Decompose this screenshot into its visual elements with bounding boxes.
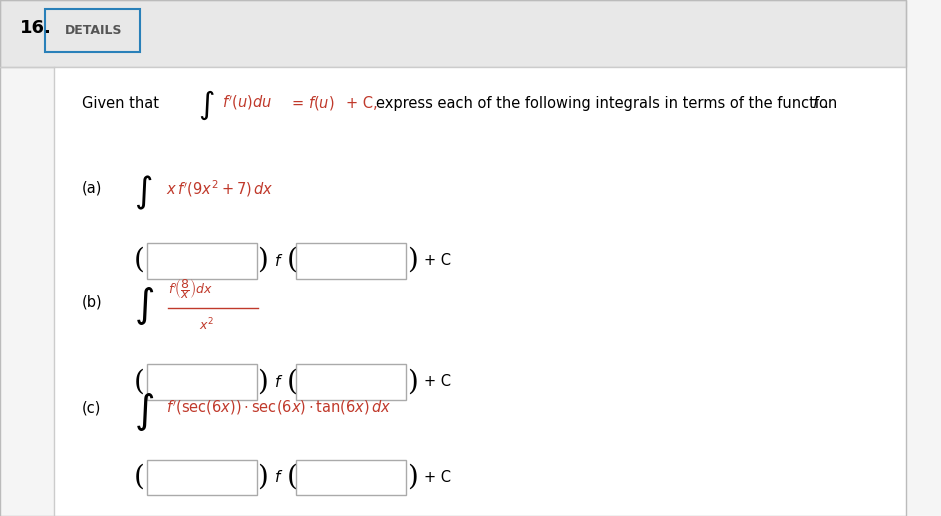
FancyBboxPatch shape xyxy=(296,460,407,495)
Text: + C: + C xyxy=(424,470,451,485)
Text: ): ) xyxy=(258,247,268,274)
Text: $\int$: $\int$ xyxy=(198,89,215,122)
Text: $x\,f'(9x^2 + 7)\,dx$: $x\,f'(9x^2 + 7)\,dx$ xyxy=(166,178,274,199)
Text: (b): (b) xyxy=(82,294,103,310)
Text: $f$: $f$ xyxy=(274,252,283,269)
Text: $\int$: $\int$ xyxy=(135,391,154,433)
Text: (: ( xyxy=(286,368,297,395)
Text: (: ( xyxy=(135,464,145,491)
FancyBboxPatch shape xyxy=(147,364,257,400)
Text: ): ) xyxy=(407,368,418,395)
Text: 16.: 16. xyxy=(20,20,52,37)
Text: .: . xyxy=(823,95,828,111)
Text: ): ) xyxy=(258,464,268,491)
FancyBboxPatch shape xyxy=(296,364,407,400)
Text: (c): (c) xyxy=(82,400,101,415)
Text: + C: + C xyxy=(424,374,451,390)
Text: $f'(\sec(6x)) \cdot \sec(6x) \cdot \tan(6x)\,dx$: $f'(\sec(6x)) \cdot \sec(6x) \cdot \tan(… xyxy=(166,398,391,417)
Text: =: = xyxy=(292,95,304,111)
Text: ): ) xyxy=(258,368,268,395)
Text: $f$: $f$ xyxy=(274,469,283,486)
Text: + C: + C xyxy=(424,253,451,268)
Text: $x^2$: $x^2$ xyxy=(199,317,215,333)
FancyBboxPatch shape xyxy=(55,67,906,516)
Text: $f$: $f$ xyxy=(274,374,283,390)
Text: $f'\!\left(\dfrac{8}{x}\right)dx$: $f'\!\left(\dfrac{8}{x}\right)dx$ xyxy=(167,277,213,301)
Text: + C,: + C, xyxy=(346,95,378,111)
FancyBboxPatch shape xyxy=(147,460,257,495)
FancyBboxPatch shape xyxy=(147,243,257,279)
Text: (: ( xyxy=(286,464,297,491)
Text: (: ( xyxy=(135,368,145,395)
Text: Given that: Given that xyxy=(82,95,159,111)
Text: $\int$: $\int$ xyxy=(135,285,154,327)
FancyBboxPatch shape xyxy=(296,243,407,279)
Text: ): ) xyxy=(407,464,418,491)
Text: $f$: $f$ xyxy=(812,95,821,111)
Text: $f(u)$: $f(u)$ xyxy=(308,94,335,112)
FancyBboxPatch shape xyxy=(45,9,140,52)
Text: ): ) xyxy=(407,247,418,274)
Text: $f'(u)du$: $f'(u)du$ xyxy=(222,94,272,112)
Text: (a): (a) xyxy=(82,181,102,196)
Text: (: ( xyxy=(286,247,297,274)
Text: (: ( xyxy=(135,247,145,274)
Text: express each of the following integrals in terms of the function: express each of the following integrals … xyxy=(376,95,837,111)
Text: DETAILS: DETAILS xyxy=(65,24,122,37)
Text: $\int$: $\int$ xyxy=(135,173,152,212)
FancyBboxPatch shape xyxy=(0,0,906,67)
